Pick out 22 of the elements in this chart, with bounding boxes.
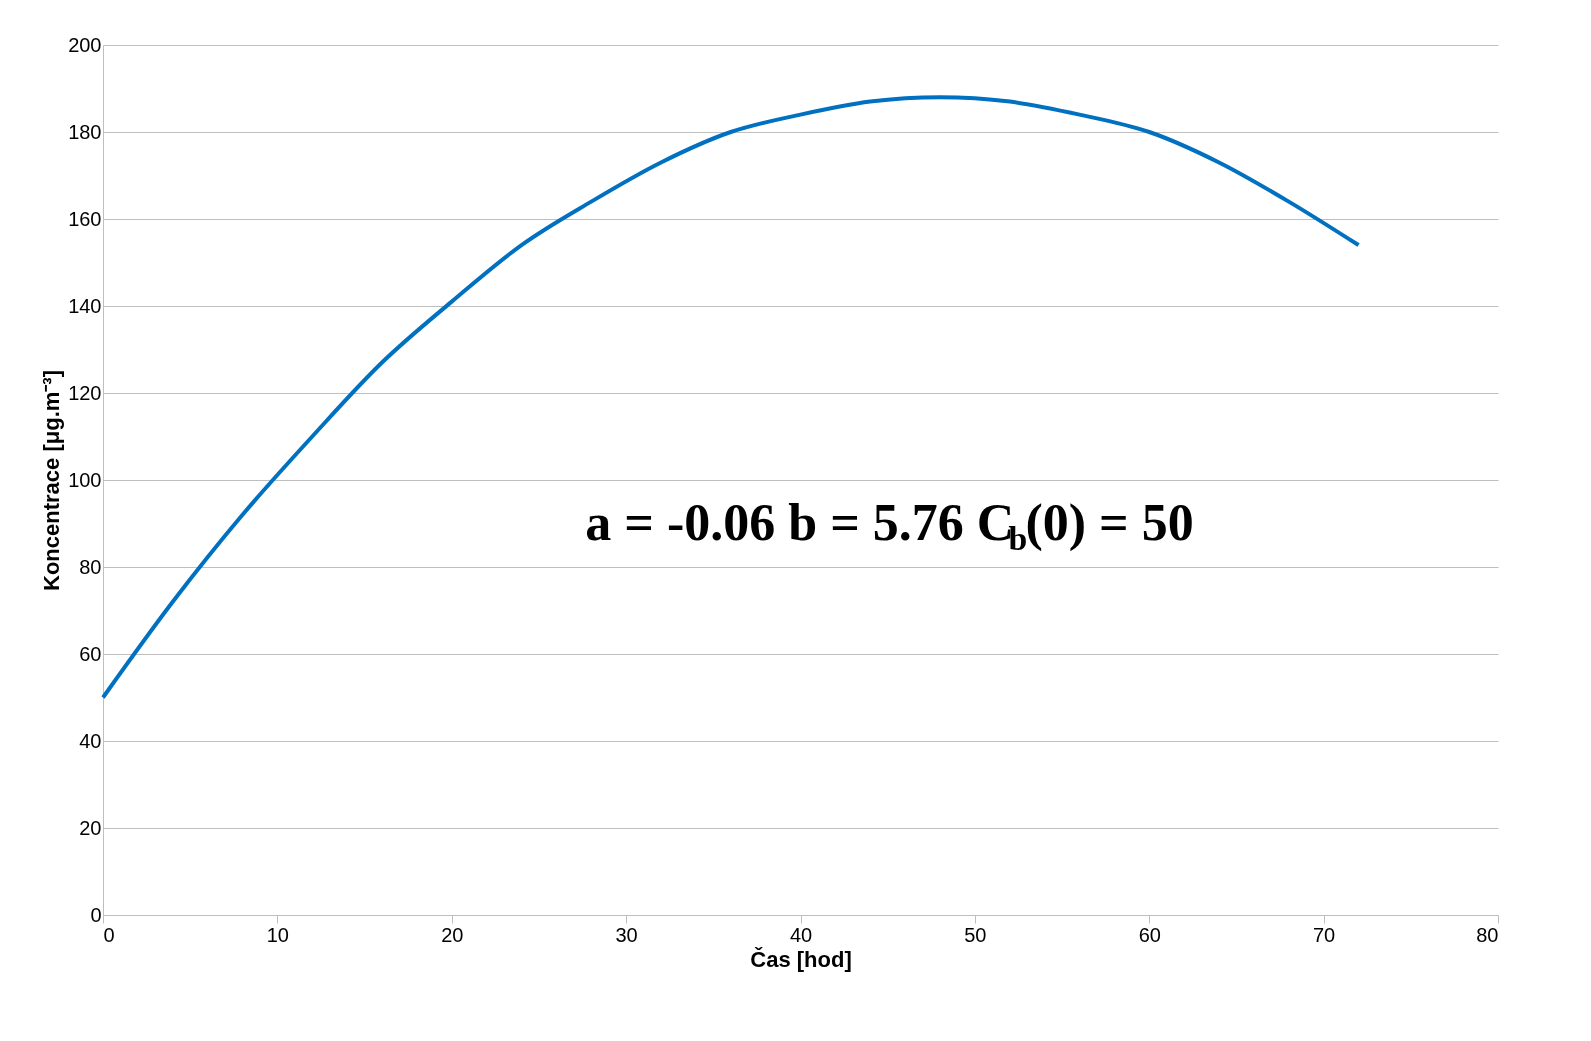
x-axis-title: Čas [hod]	[750, 946, 852, 972]
x-tick-label: 10	[266, 923, 289, 946]
y-tick-label: 140	[68, 294, 102, 317]
y-tick-label: 60	[79, 642, 102, 665]
x-tick-label: 70	[1313, 923, 1336, 946]
line-series	[101, 95, 1361, 700]
y-tick-label: 100	[68, 468, 102, 491]
x-tick-label: 80	[1476, 923, 1499, 946]
x-tick-label: 30	[615, 923, 638, 946]
y-tick-label: 80	[79, 555, 102, 578]
x-tick-label: 40	[789, 923, 813, 946]
y-tick-label: 0	[90, 903, 102, 926]
y-tick-label: 180	[68, 120, 102, 143]
y-tick-label: 160	[68, 207, 102, 230]
y-tick-label: 20	[79, 816, 102, 839]
y-tick-label: 40	[79, 729, 102, 752]
y-tick-label: 200	[68, 33, 102, 56]
x-tick-label: 20	[441, 923, 464, 946]
y-tick-label: 120	[68, 381, 102, 404]
x-tick-label: 60	[1138, 923, 1161, 946]
x-tick-label: 50	[964, 923, 987, 946]
y-axis-title: Koncentrace [μg.m⁻³]	[39, 370, 65, 591]
